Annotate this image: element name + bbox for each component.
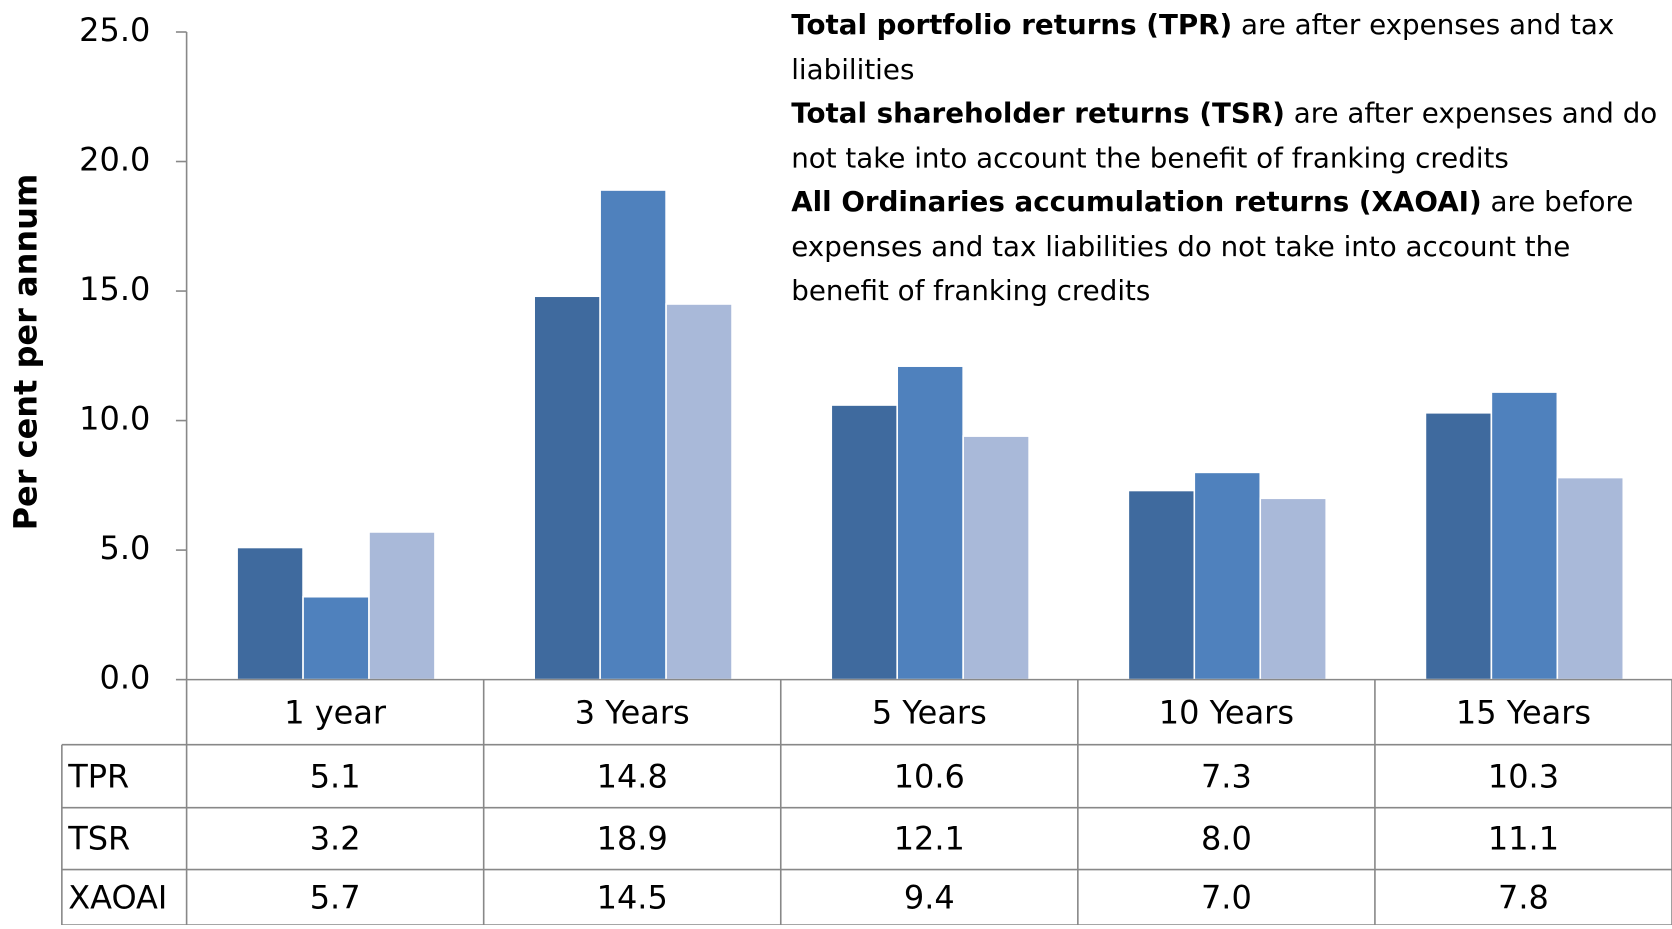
bar [1193, 471, 1262, 681]
table-value: 8.0 [1201, 820, 1252, 858]
annotations: Total portfolio returns (TPR) are after … [791, 4, 1665, 314]
table-value: 18.9 [597, 820, 668, 858]
annotation: Total portfolio returns (TPR) are after … [791, 4, 1665, 93]
bar [830, 404, 899, 681]
bar [1424, 411, 1493, 681]
y-tick-label: 15.0 [79, 270, 150, 308]
table-row-name: XAOAI [68, 878, 167, 916]
annotation-text: are before expenses and tax liabilities … [791, 186, 1634, 308]
table-value: 11.1 [1488, 820, 1559, 858]
table-value: 7.8 [1498, 878, 1549, 916]
bar [896, 365, 964, 681]
x-tick-label: 15 Years [1456, 693, 1591, 731]
annotation: Total shareholder returns (TSR) are afte… [791, 93, 1665, 182]
table-value: 5.1 [310, 757, 361, 795]
table-value: 5.7 [310, 878, 361, 916]
y-tick-label: 10.0 [79, 400, 150, 438]
bar [236, 546, 304, 681]
y-tick-label: 25.0 [79, 11, 150, 49]
annotation-bold: All Ordinaries accumulation returns (XAO… [791, 186, 1482, 219]
bar [533, 295, 601, 681]
y-axis-label: Per cent per annum [7, 174, 45, 531]
annotation-bold: Total portfolio returns (TPR) [791, 9, 1233, 42]
bar [962, 435, 1030, 681]
bar [665, 303, 733, 681]
y-tick-label: 5.0 [99, 529, 150, 567]
table-value: 10.3 [1488, 757, 1559, 795]
bar [1490, 391, 1559, 681]
annotation-text: are after expenses and tax liabilities [791, 9, 1615, 86]
annotation-text: are after expenses and do not take into … [791, 98, 1658, 175]
x-tick-label: 5 Years [872, 693, 987, 731]
table-value: 10.6 [894, 757, 965, 795]
table-value: 7.0 [1201, 878, 1252, 916]
table-value: 14.5 [597, 878, 668, 916]
table-row-name: TSR [67, 820, 130, 858]
x-tick-label: 1 year [284, 693, 387, 731]
table-value: 3.2 [310, 820, 361, 858]
bar [1556, 476, 1625, 681]
bar [368, 531, 436, 681]
annotation-bold: Total shareholder returns (TSR) [791, 98, 1285, 131]
annotation: All Ordinaries accumulation returns (XAO… [791, 181, 1665, 314]
bar [1127, 489, 1196, 681]
bar [302, 595, 370, 681]
x-tick-label: 10 Years [1159, 693, 1294, 731]
y-tick-label: 20.0 [79, 141, 150, 179]
bar [1259, 497, 1328, 681]
table-value: 7.3 [1201, 757, 1252, 795]
table-row-name: TPR [67, 757, 129, 795]
table-value: 9.4 [904, 878, 955, 916]
annotation-box: Total portfolio returns (TPR) are after … [791, 4, 1665, 314]
table-value: 14.8 [597, 757, 668, 795]
bar [599, 189, 667, 681]
y-tick-label: 0.0 [99, 659, 150, 697]
x-tick-label: 3 Years [575, 693, 690, 731]
table-value: 12.1 [894, 820, 965, 858]
